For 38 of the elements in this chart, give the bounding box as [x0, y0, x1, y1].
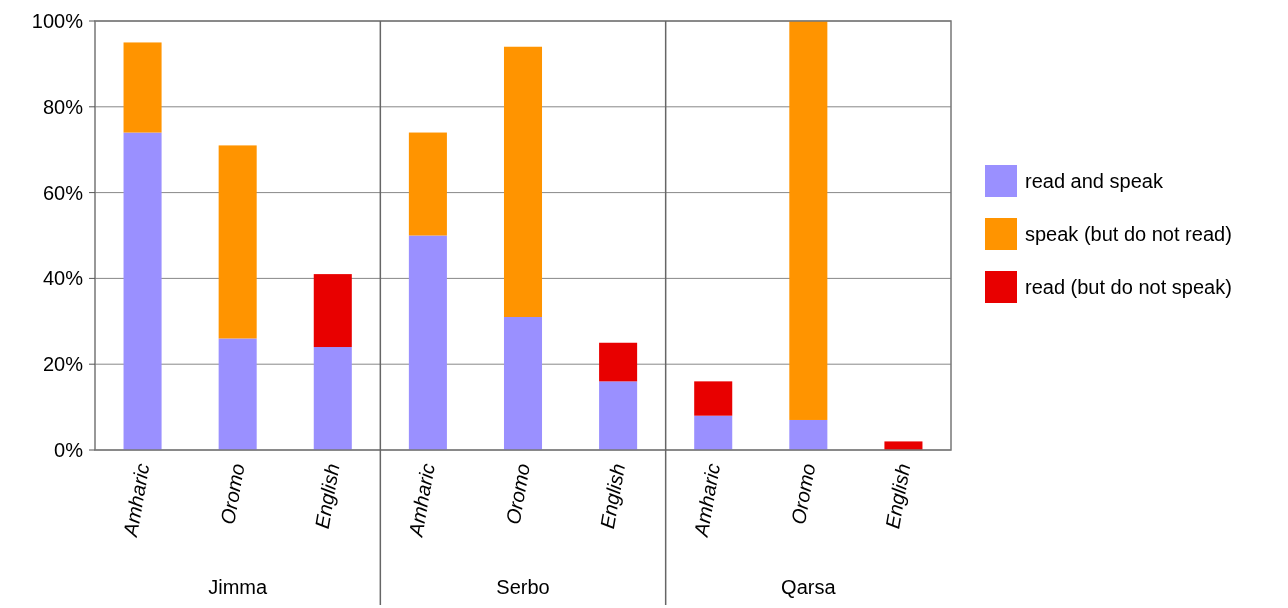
text: Jimma	[208, 576, 268, 598]
bar	[408, 235, 447, 450]
x-tick-label: Amharic	[404, 461, 439, 539]
bar	[789, 21, 828, 420]
bar	[313, 347, 352, 450]
y-tick-label: 60%	[42, 181, 84, 204]
text: Qarsa	[781, 576, 837, 598]
bar	[599, 342, 638, 382]
x-tick-label: Oromo	[501, 461, 534, 526]
x-tick-label: Oromo	[216, 461, 249, 526]
bar	[694, 415, 733, 450]
x-tick-label: English	[881, 461, 915, 531]
x-tick-label: English	[595, 461, 630, 531]
legend-label: speak (but do not read)	[1025, 223, 1232, 245]
bar	[408, 132, 447, 236]
bar	[503, 317, 543, 450]
bar	[218, 145, 257, 339]
bar	[884, 441, 923, 450]
y-tick-label: 80%	[42, 95, 84, 118]
bar	[789, 419, 828, 450]
x-tick-label: English	[310, 461, 344, 531]
bar	[503, 46, 543, 318]
y-tick-label: 40%	[42, 267, 84, 290]
y-tick-label: 0%	[54, 439, 84, 461]
y-tick-label: 20%	[42, 353, 84, 376]
bar	[123, 132, 162, 450]
y-tick-label: 100%	[31, 10, 84, 32]
x-tick-label: Oromo	[786, 461, 820, 526]
text: Serbo	[496, 576, 550, 598]
x-tick-label: Amharic	[689, 461, 725, 539]
bar	[599, 381, 638, 450]
bar	[123, 42, 162, 133]
bar	[218, 338, 257, 450]
x-tick-label: Amharic	[118, 461, 154, 539]
legend-label: read and speak	[1025, 170, 1164, 192]
bar	[313, 274, 352, 348]
bar	[694, 381, 733, 416]
legend-label: read (but do not speak)	[1025, 276, 1232, 298]
